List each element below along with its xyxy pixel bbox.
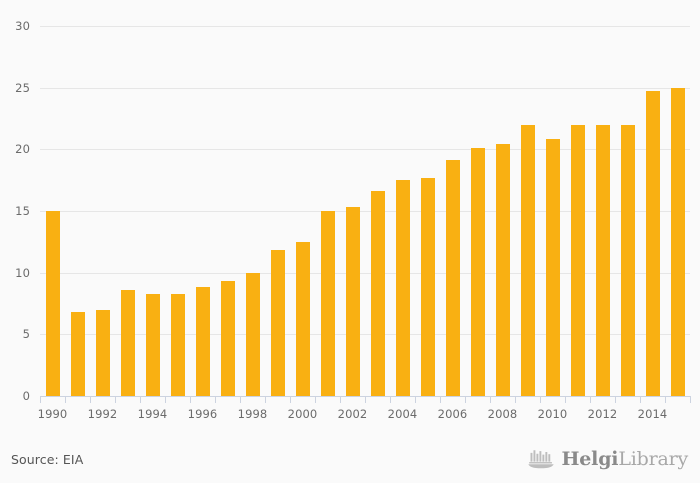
x-tick [590,396,591,403]
bar[interactable] [70,312,85,396]
x-tick [340,396,341,403]
bar[interactable] [195,287,210,396]
bar[interactable] [170,293,185,396]
bar[interactable] [145,293,160,396]
y-tick-label: 15 [15,204,30,218]
y-tick-label: 0 [22,389,30,403]
bar[interactable] [595,124,610,396]
bar[interactable] [620,124,635,396]
gridline-5 [40,334,690,336]
bar[interactable] [420,177,435,396]
gridline-25 [40,87,690,89]
bar[interactable] [495,144,510,396]
y-tick-label: 30 [15,19,30,33]
x-tick [315,396,316,403]
gridline-20 [40,149,690,151]
x-tick-label: 2000 [287,407,318,421]
x-tick [515,396,516,403]
x-tick-label: 2002 [337,407,368,421]
x-tick [140,396,141,403]
library-building-icon [527,448,555,470]
brand-logo[interactable]: HelgiLibrary [527,448,688,470]
x-tick [115,396,116,403]
x-tick-label: 2014 [637,407,668,421]
x-tick [90,396,91,403]
bar[interactable] [245,272,260,396]
x-tick [240,396,241,403]
bar[interactable] [370,191,385,396]
x-tick [215,396,216,403]
x-tick-label: 2008 [487,407,518,421]
gridline-30 [40,26,690,27]
x-tick [40,396,41,403]
gridline-10 [40,272,690,274]
plot-area [40,26,690,397]
x-tick [565,396,566,403]
y-axis: 0 5 10 15 20 25 30 [0,0,40,483]
bar[interactable] [295,241,310,396]
y-tick-label: 25 [15,80,30,95]
gridline-15 [40,211,690,212]
y-tick-label: 20 [15,142,30,157]
bar[interactable] [220,281,235,396]
x-tick-label: 1994 [137,407,168,421]
x-tick-label: 1998 [237,407,268,421]
bar[interactable] [270,250,285,396]
bar[interactable] [545,139,560,396]
x-tick-label: 1996 [187,407,218,421]
source-label: Source: EIA [11,452,84,467]
x-tick [415,396,416,403]
x-tick-label: 2012 [587,407,618,421]
bar[interactable] [645,91,660,396]
x-tick [390,396,391,403]
x-tick [165,396,166,403]
x-tick [540,396,541,403]
x-tick [615,396,616,403]
bar[interactable] [470,148,485,396]
brand-name-secondary: Library [618,448,688,470]
y-tick-label: 10 [15,265,30,280]
y-tick-label: 5 [22,327,30,342]
bar[interactable] [120,289,135,396]
x-tick-label: 1990 [37,407,68,421]
x-tick [690,396,691,403]
bar[interactable] [320,211,335,396]
bar[interactable] [95,309,110,396]
x-tick-label: 1992 [87,407,118,421]
bars-layer [40,26,690,396]
bar[interactable] [445,160,460,396]
x-tick [465,396,466,403]
x-tick-label: 2010 [537,407,568,421]
x-tick-label: 2006 [437,407,468,421]
bar[interactable] [520,124,535,396]
bar[interactable] [570,124,585,396]
x-tick [190,396,191,403]
x-tick [440,396,441,403]
x-tick [365,396,366,403]
bar[interactable] [345,207,360,396]
x-tick [665,396,666,403]
bar[interactable] [395,180,410,396]
bar[interactable] [45,211,60,396]
x-tick [290,396,291,403]
x-tick [490,396,491,403]
x-tick [640,396,641,403]
x-tick-label: 2004 [387,407,418,421]
x-axis: 1990 1992 1994 1996 1998 2000 2002 2004 2006 2008… [37,396,691,436]
brand-name-primary: Helgi [561,448,619,470]
brand-text: HelgiLibrary [561,448,689,470]
chart-footer: Source: EIA [0,440,700,483]
x-tick [265,396,266,403]
bar[interactable] [670,87,685,396]
x-tick [65,396,66,403]
